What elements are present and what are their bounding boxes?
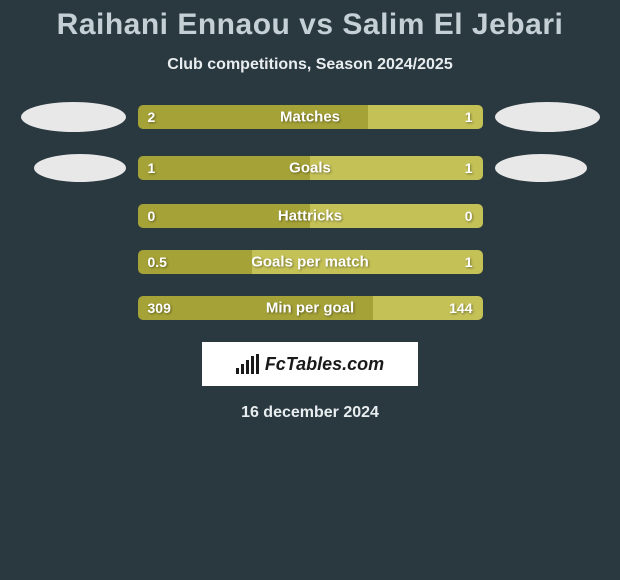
stat-right-value: 1: [465, 109, 473, 125]
stat-row: 309 144 Min per goal: [0, 296, 620, 320]
brand-logo[interactable]: FcTables.com: [202, 342, 418, 386]
bar-left-fill: [138, 156, 311, 180]
stat-row: 1 1 Goals: [0, 154, 620, 182]
stat-row: 0 0 Hattricks: [0, 204, 620, 228]
player-left-marker: [34, 154, 126, 182]
stat-right-value: 144: [449, 300, 472, 316]
stat-bar: 309 144 Min per goal: [138, 296, 483, 320]
stat-left-value: 1: [148, 160, 156, 176]
brand-text: FcTables.com: [265, 354, 384, 375]
page-title: Raihani Ennaou vs Salim El Jebari: [0, 8, 620, 42]
bar-right-fill: [310, 156, 483, 180]
date-label: 16 december 2024: [0, 404, 620, 422]
stat-label: Goals: [289, 160, 331, 177]
stat-bar: 0.5 1 Goals per match: [138, 250, 483, 274]
stat-label: Matches: [280, 109, 340, 126]
player-left-marker: [21, 102, 126, 132]
stat-right-value: 0: [465, 208, 473, 224]
stat-right-value: 1: [465, 160, 473, 176]
stat-row: 0.5 1 Goals per match: [0, 250, 620, 274]
stat-left-value: 0: [148, 208, 156, 224]
player-right-marker: [495, 102, 600, 132]
stat-bar: 1 1 Goals: [138, 156, 483, 180]
stat-left-value: 309: [148, 300, 171, 316]
stat-label: Goals per match: [251, 254, 369, 271]
stat-label: Hattricks: [278, 208, 342, 225]
subtitle: Club competitions, Season 2024/2025: [0, 56, 620, 74]
player-right-marker: [495, 154, 587, 182]
stat-right-value: 1: [465, 254, 473, 270]
stat-bar: 2 1 Matches: [138, 105, 483, 129]
stat-label: Min per goal: [266, 300, 354, 317]
stat-left-value: 2: [148, 109, 156, 125]
stat-bar: 0 0 Hattricks: [138, 204, 483, 228]
stat-row: 2 1 Matches: [0, 102, 620, 132]
stat-left-value: 0.5: [148, 254, 167, 270]
chart-icon: [236, 354, 259, 374]
